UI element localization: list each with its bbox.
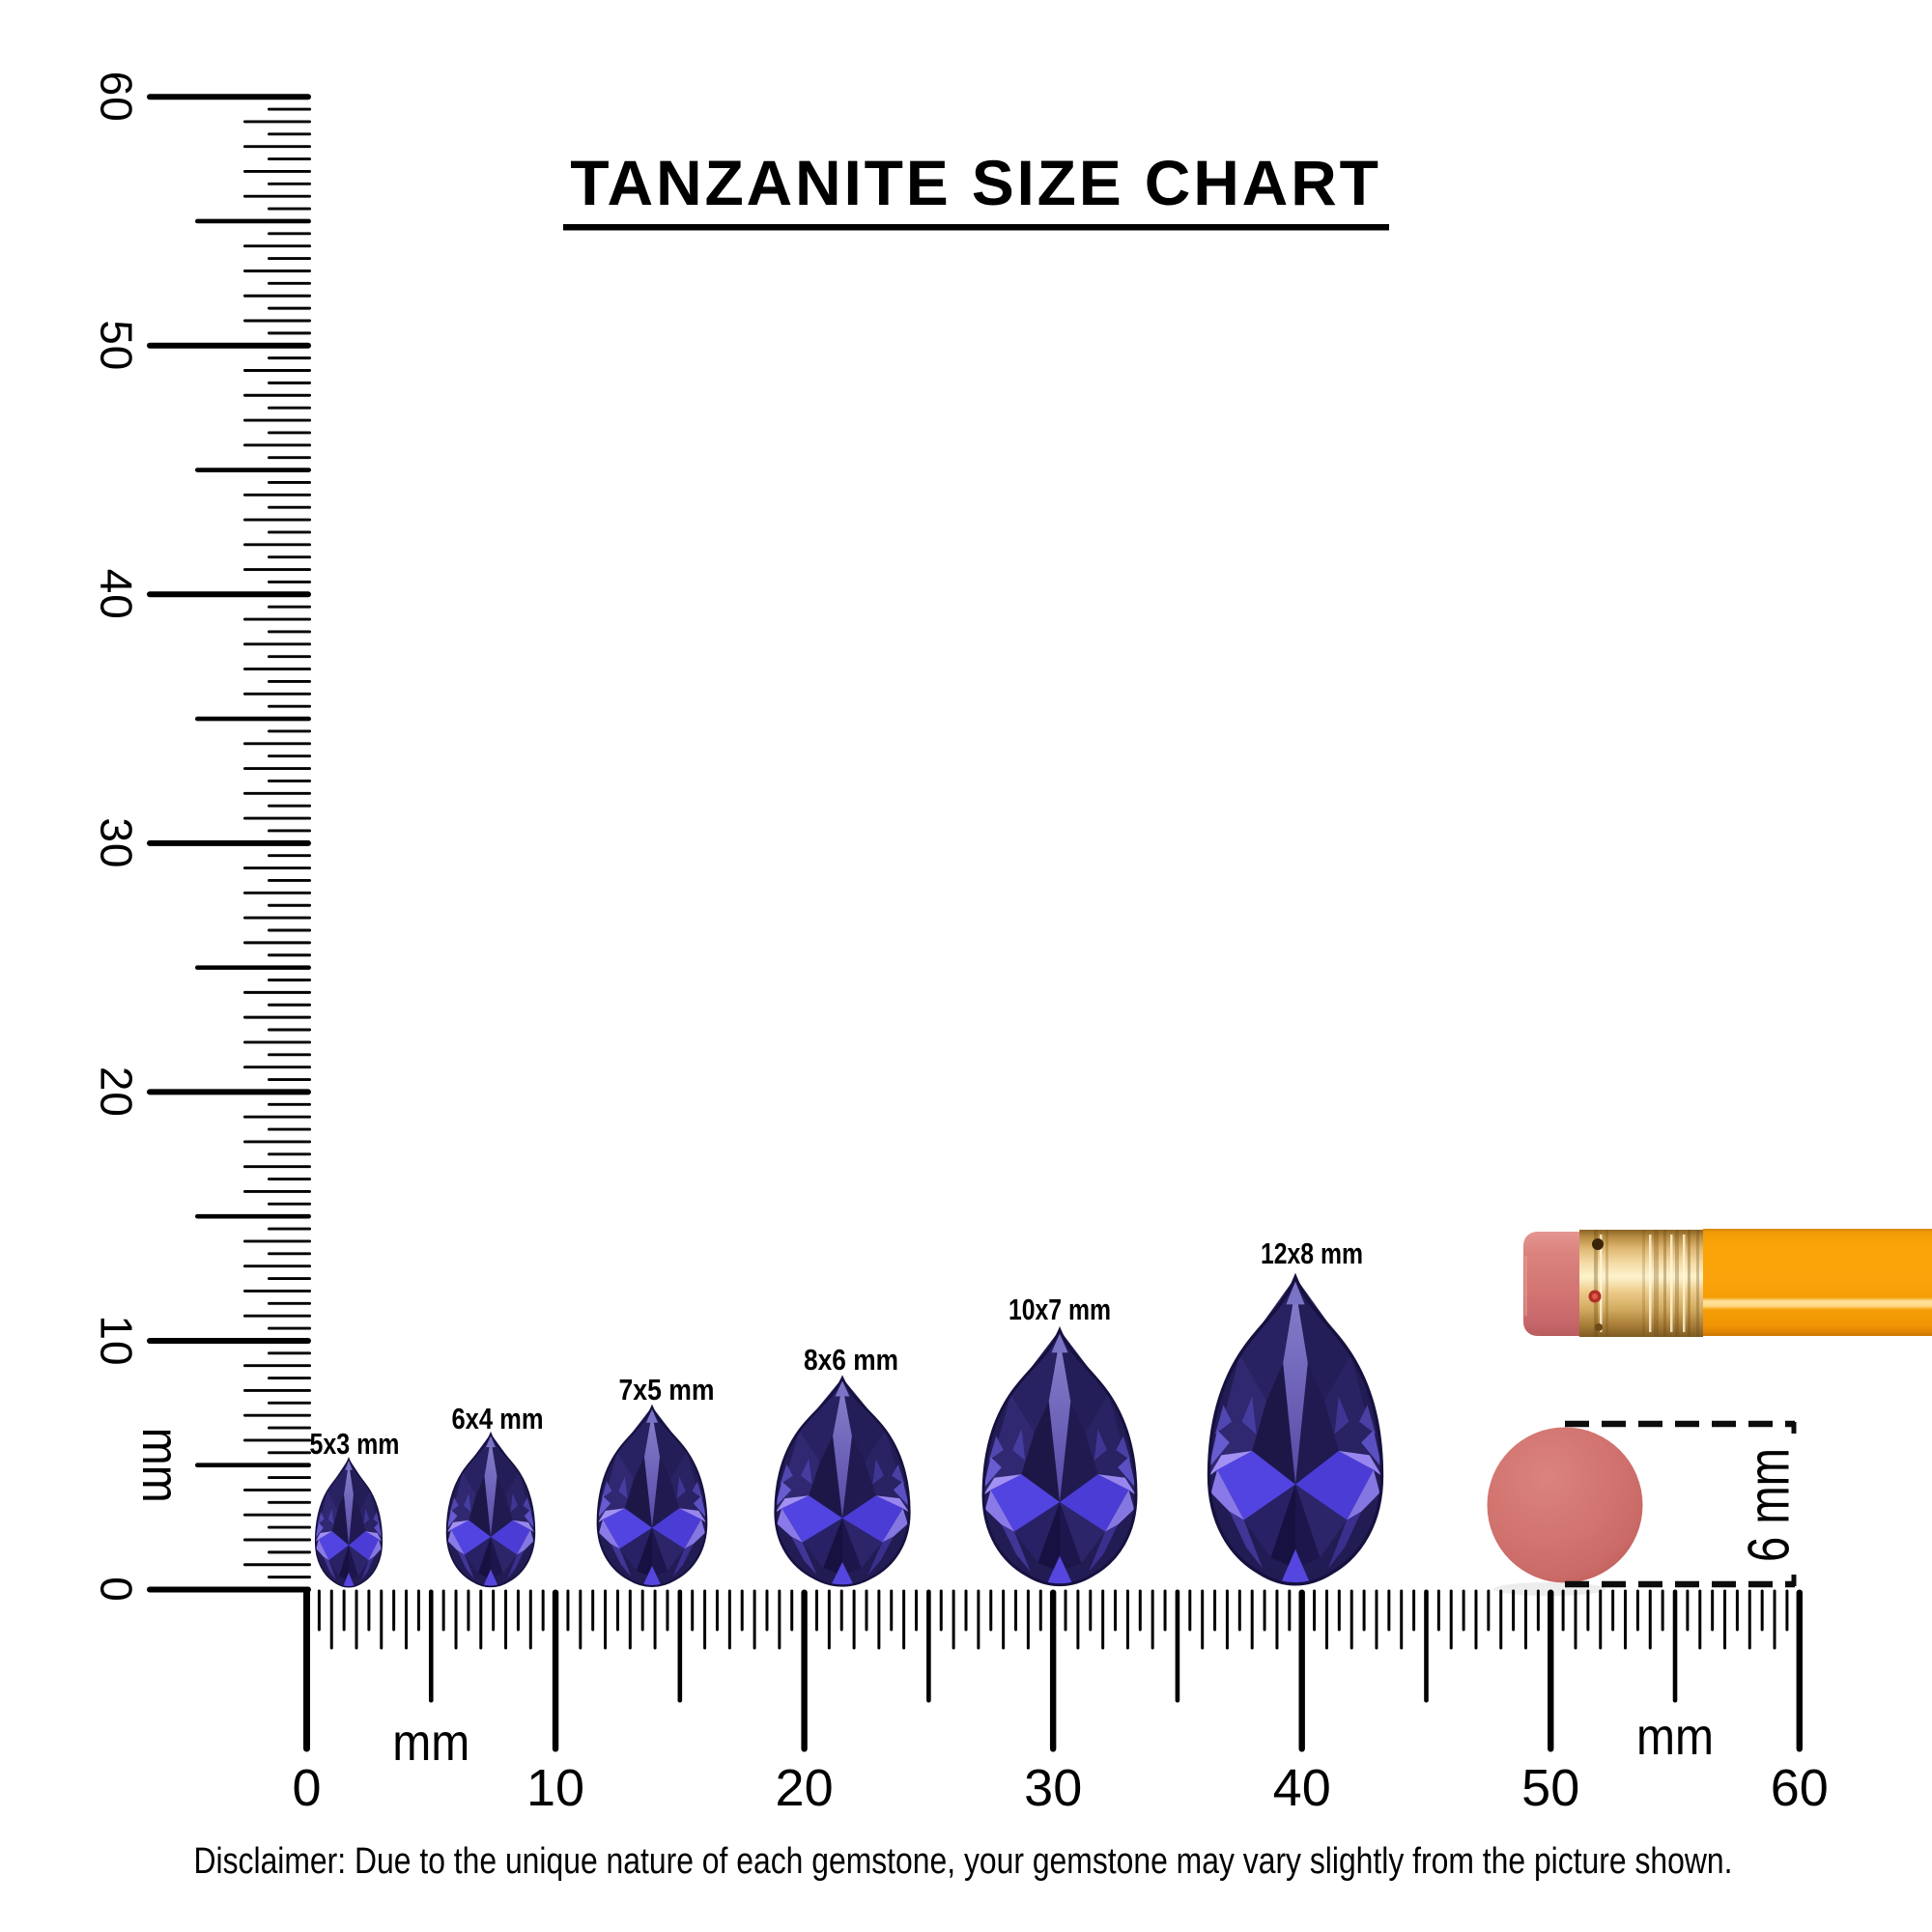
svg-text:12x8 mm: 12x8 mm bbox=[1261, 1236, 1363, 1270]
svg-text:6 mm: 6 mm bbox=[1737, 1448, 1802, 1562]
svg-text:10: 10 bbox=[526, 1759, 584, 1817]
svg-text:0: 0 bbox=[92, 1577, 142, 1603]
svg-text:5x3 mm: 5x3 mm bbox=[310, 1427, 400, 1461]
svg-text:10: 10 bbox=[92, 1315, 142, 1366]
svg-text:30: 30 bbox=[1024, 1759, 1082, 1817]
svg-text:Disclaimer: Due to the unique: Disclaimer: Due to the unique nature of … bbox=[194, 1841, 1733, 1882]
svg-text:mm: mm bbox=[392, 1714, 469, 1772]
svg-text:20: 20 bbox=[92, 1066, 142, 1118]
svg-text:30: 30 bbox=[92, 817, 142, 868]
svg-text:40: 40 bbox=[92, 569, 142, 620]
svg-text:6x4 mm: 6x4 mm bbox=[452, 1402, 544, 1435]
svg-text:60: 60 bbox=[92, 71, 142, 123]
svg-text:mm: mm bbox=[1636, 1708, 1714, 1766]
svg-text:20: 20 bbox=[776, 1759, 834, 1817]
svg-text:7x5 mm: 7x5 mm bbox=[619, 1373, 715, 1406]
svg-text:40: 40 bbox=[1273, 1759, 1331, 1817]
svg-text:0: 0 bbox=[292, 1759, 321, 1817]
svg-text:TANZANITE SIZE CHART: TANZANITE SIZE CHART bbox=[570, 147, 1380, 218]
svg-text:60: 60 bbox=[1771, 1759, 1829, 1817]
svg-text:10x7 mm: 10x7 mm bbox=[1009, 1293, 1111, 1326]
svg-text:50: 50 bbox=[1521, 1759, 1579, 1817]
svg-text:8x6 mm: 8x6 mm bbox=[804, 1343, 898, 1377]
svg-text:50: 50 bbox=[92, 320, 142, 371]
svg-text:mm: mm bbox=[131, 1428, 189, 1503]
